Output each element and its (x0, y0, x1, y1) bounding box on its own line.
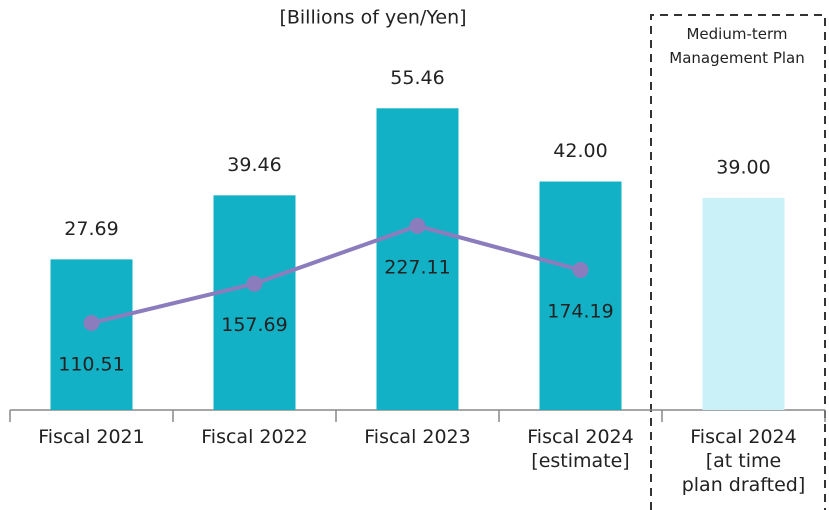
line-point (83, 314, 100, 331)
bar (50, 259, 133, 410)
x-tick-label: Fiscal 2021 (38, 426, 145, 448)
line-value-label: 174.19 (547, 300, 613, 322)
bar-value-label: 27.69 (64, 218, 118, 240)
bar-value-label: 39.46 (227, 154, 281, 176)
bar-value-label: 55.46 (390, 67, 444, 89)
annotation: Medium-term Management Plan (669, 25, 805, 67)
x-tick-label: Fiscal 2024 [at time plan drafted] (681, 426, 806, 496)
line-value-label: 157.69 (221, 314, 287, 336)
line (91, 223, 582, 325)
line-value-label: 227.11 (384, 256, 450, 278)
x-tick-label: Fiscal 2024 [estimate] (527, 426, 634, 472)
line-point (409, 217, 426, 234)
bar-value-label: 39.00 (716, 156, 770, 178)
line-point (572, 261, 589, 278)
x-tick-label: Fiscal 2023 (364, 426, 471, 448)
x-tick-label: Fiscal 2022 (201, 426, 308, 448)
bar (376, 108, 459, 410)
plan-box (650, 14, 826, 510)
line-point (246, 275, 263, 292)
bar-value-label: 42.00 (553, 140, 607, 162)
bar (213, 195, 296, 410)
bar (539, 181, 622, 410)
chart-title: [Billions of yen/Yen] (279, 7, 466, 29)
bar (702, 197, 785, 410)
line-value-label: 110.51 (58, 353, 124, 375)
